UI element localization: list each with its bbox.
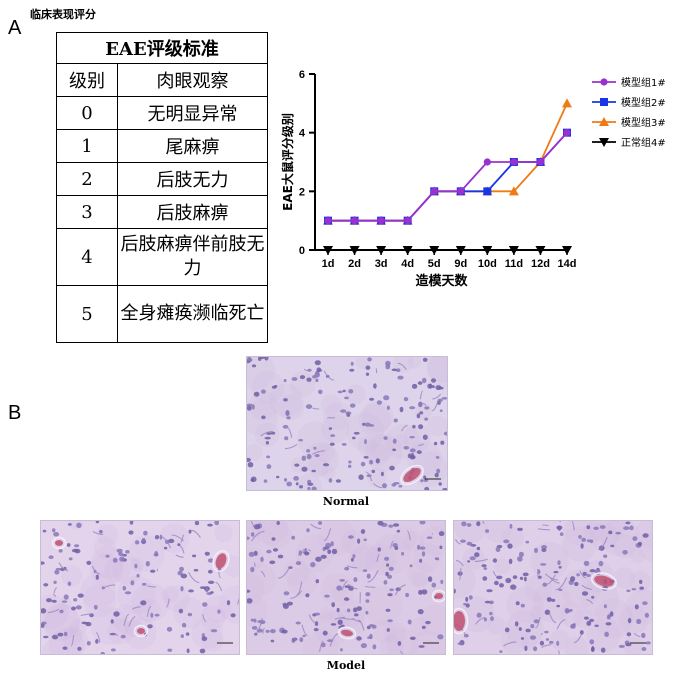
data-point (350, 217, 359, 225)
table-header-level: 级别 (56, 63, 118, 97)
legend-marker (599, 138, 609, 147)
x-tick-label: 14d (558, 258, 577, 270)
x-tick-label: 4d (401, 258, 414, 270)
x-axis-label: 造模天数 (415, 273, 468, 289)
data-point (377, 217, 385, 225)
legend-marker (600, 98, 608, 106)
panel-a-letter: A (8, 17, 22, 39)
legend-entry: 模型组3# (621, 116, 666, 129)
data-point (562, 98, 572, 108)
y-tick-label: 4 (299, 128, 306, 140)
table-cell-observation: 后肢麻痹 (117, 195, 268, 229)
legend-marker (600, 78, 608, 86)
x-tick-label: 2d (348, 258, 361, 270)
table-cell-level: 3 (56, 195, 118, 229)
table-cell-observation: 后肢麻痹伴前肢无力 (117, 228, 268, 286)
data-point (510, 158, 518, 166)
data-point (563, 129, 571, 137)
legend-entry: 正常组4# (621, 136, 666, 149)
x-tick-label: 10d (478, 258, 497, 270)
data-point (402, 246, 413, 255)
data-point (562, 246, 572, 255)
data-point (429, 246, 440, 255)
table-header-observation: 肉眼观察 (117, 63, 268, 97)
model-micrograph-1 (40, 520, 240, 655)
table-cell-level: 5 (56, 285, 118, 343)
table-cell-level: 0 (56, 96, 118, 130)
data-point (457, 187, 465, 195)
x-tick-label: 11d (505, 258, 523, 270)
data-point (376, 246, 387, 255)
y-tick-label: 0 (299, 245, 305, 257)
table-row: 0 无明显异常 (56, 96, 268, 130)
data-point (323, 246, 333, 255)
table-row: 4 后肢麻痹伴前肢无力 (56, 228, 268, 286)
data-point (508, 186, 519, 196)
table-title: EAE评级标准 (56, 32, 268, 64)
data-point (324, 217, 332, 225)
data-point (455, 246, 466, 255)
table-cell-level: 4 (56, 228, 118, 286)
y-axis-label: EAE大鼠评分级别 (280, 113, 295, 211)
table-row: 1 尾麻痹 (56, 129, 268, 163)
series-line (328, 132, 568, 222)
table-row: 3 后肢麻痹 (56, 195, 268, 229)
data-point (483, 158, 491, 166)
table-cell-observation: 尾麻痹 (117, 129, 268, 163)
x-tick-label: 1d (322, 258, 335, 270)
model-caption: Model (326, 659, 366, 672)
x-tick-label: 5d (428, 258, 441, 270)
data-point (536, 158, 545, 166)
model-micrograph-3 (453, 520, 653, 655)
data-point (404, 217, 412, 225)
data-point (535, 246, 546, 255)
model-micrograph-2 (246, 520, 446, 655)
panel-a-heading: 临床表现评分 (30, 8, 96, 21)
data-point (508, 246, 519, 255)
y-tick-label: 6 (299, 69, 305, 81)
legend-entry: 模型组1# (621, 76, 666, 89)
series-line (328, 132, 568, 222)
x-tick-label: 9d (454, 258, 467, 270)
data-point (349, 246, 360, 255)
x-tick-label: 12d (531, 258, 550, 270)
table-row: 2 后肢无力 (56, 162, 268, 196)
data-point (430, 187, 438, 195)
normal-micrograph (246, 356, 448, 491)
eae-grading-table: EAE评级标准 级别 肉眼观察 0 无明显异常 1 尾麻痹 2 后肢无力 3 后… (56, 32, 268, 343)
table-cell-level: 2 (56, 162, 118, 196)
eae-score-line-chart: 0 2 4 6 1d 2d 3d 4d 5d 9d 10d 11d 12d 14d 造模天数 EAE大鼠评分级… (280, 69, 666, 289)
table-cell-level: 1 (56, 129, 118, 163)
table-cell-observation: 全身瘫痪濒临死亡 (117, 285, 268, 343)
normal-caption: Normal (322, 495, 370, 508)
table-cell-observation: 无明显异常 (117, 96, 268, 130)
legend-marker (599, 117, 609, 126)
y-tick-label: 2 (299, 186, 305, 198)
data-point (483, 187, 492, 196)
legend-entry: 模型组2# (621, 96, 666, 109)
data-point (482, 246, 493, 255)
table-cell-observation: 后肢无力 (117, 162, 268, 196)
table-row: 5 全身瘫痪濒临死亡 (56, 285, 268, 343)
panel-b-letter: B (8, 402, 22, 424)
x-tick-label: 3d (375, 258, 388, 270)
